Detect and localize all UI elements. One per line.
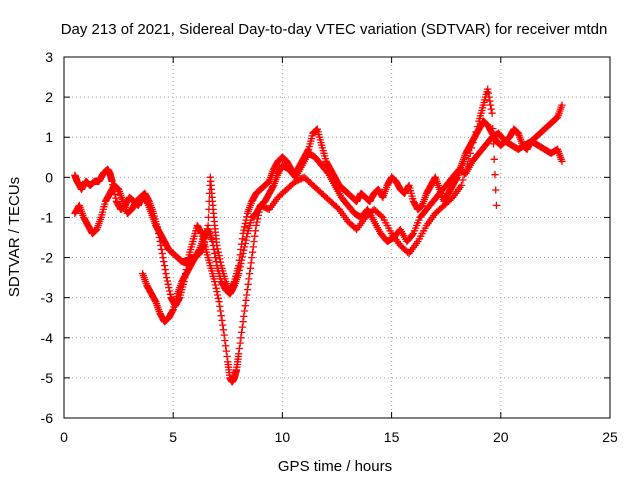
data-point-markers	[71, 129, 566, 386]
data-points-layer	[71, 85, 566, 386]
x-tick-label: 0	[60, 429, 68, 445]
x-axis-label: GPS time / hours	[278, 458, 392, 475]
y-tick-label: -6	[41, 410, 54, 426]
y-tick-label: -4	[41, 330, 54, 346]
series-track-3	[138, 85, 501, 326]
y-tick-label: 0	[45, 169, 53, 185]
y-tick-label: -3	[41, 290, 54, 306]
x-tick-label: 15	[384, 429, 400, 445]
series-track-2	[71, 129, 566, 386]
x-tick-label: 10	[275, 429, 291, 445]
plot-frame	[63, 56, 611, 419]
y-tick-label: -5	[41, 370, 54, 386]
axis-ticks-layer: 0 5 10 15 20 25 -6 -5 -4 -3 -2 -1 0 1 2 3	[41, 49, 618, 445]
x-tick-label: 25	[602, 429, 618, 445]
x-tick-label: 20	[493, 429, 509, 445]
y-axis-label: SDTVAR / TECUs	[6, 177, 23, 297]
grid-layer	[64, 57, 610, 418]
y-tick-label: 1	[45, 129, 53, 145]
data-point-markers	[138, 85, 501, 326]
y-tick-label: 3	[45, 49, 53, 65]
y-tick-label: 2	[45, 89, 53, 105]
y-tick-label: -1	[41, 209, 54, 225]
x-tick-label: 5	[169, 429, 177, 445]
y-tick-label: -2	[41, 250, 54, 266]
chart-title: Day 213 of 2021, Sidereal Day-to-day VTE…	[61, 21, 608, 38]
